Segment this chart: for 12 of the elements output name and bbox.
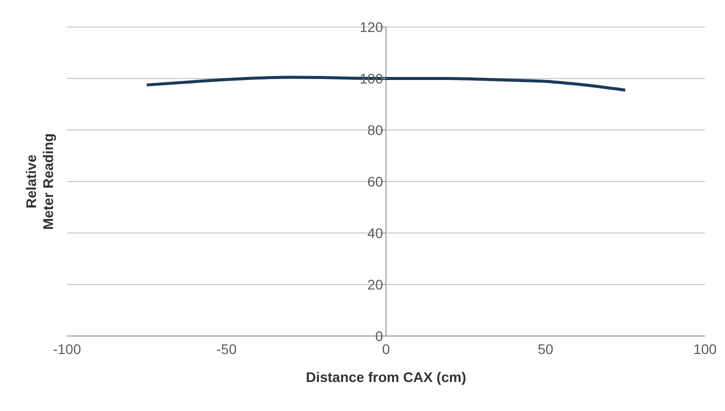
y-tick-label: 40 bbox=[367, 225, 384, 241]
x-tick-label: 100 bbox=[693, 340, 717, 357]
x-tick-label: -50 bbox=[216, 340, 237, 357]
x-tick-label: -100 bbox=[52, 340, 82, 357]
y-tick-label: 20 bbox=[367, 276, 384, 292]
y-axis-title: Relative Meter Reading bbox=[23, 133, 56, 230]
x-axis-title: Distance from CAX (cm) bbox=[306, 368, 466, 385]
y-tick-label: 120 bbox=[360, 19, 384, 35]
y-tick-label: 80 bbox=[367, 122, 384, 138]
x-tick-label: 50 bbox=[538, 340, 554, 357]
line-series bbox=[145, 76, 627, 92]
y-tick-label: 60 bbox=[367, 174, 384, 190]
